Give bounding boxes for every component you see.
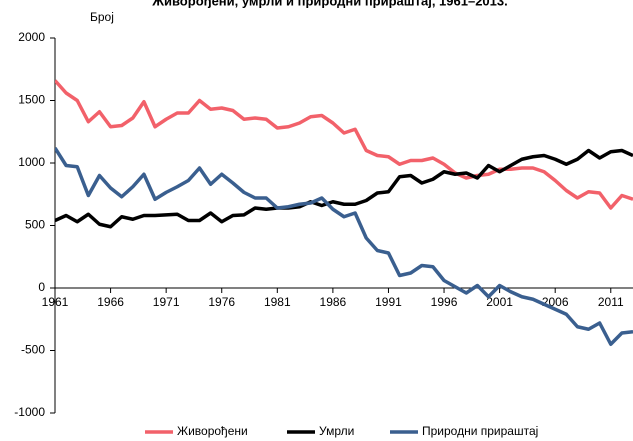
y-tick-label: 0 xyxy=(38,280,45,294)
y-tick-label: 500 xyxy=(25,218,45,232)
legend-label: Живорођени xyxy=(177,424,248,438)
x-tick-label: 1976 xyxy=(208,295,235,309)
x-tick-label: 2006 xyxy=(542,295,569,309)
x-tick-label: 1991 xyxy=(375,295,402,309)
x-tick-label: 2001 xyxy=(486,295,513,309)
line-series xyxy=(55,148,633,229)
x-tick-label: 1996 xyxy=(431,295,458,309)
y-tick-label: 2000 xyxy=(18,30,45,44)
y-tick-label: -500 xyxy=(21,343,45,357)
x-tick-label: 1961 xyxy=(42,295,69,309)
x-tick-label: 1966 xyxy=(97,295,124,309)
y-tick-label: 1500 xyxy=(18,93,45,107)
x-tick-label: 1981 xyxy=(264,295,291,309)
chart-title: Живорођени, умрли и природни прираштај, … xyxy=(151,0,508,8)
y-tick-label: 1000 xyxy=(18,155,45,169)
x-tick-label: 1971 xyxy=(153,295,180,309)
x-tick-label: 1986 xyxy=(320,295,347,309)
x-tick-label: 2011 xyxy=(598,295,624,309)
legend-label: Природни прираштај xyxy=(422,424,538,438)
line-series xyxy=(55,79,633,210)
chart-subtitle: Број xyxy=(90,10,114,24)
legend-label: Умрли xyxy=(319,424,354,438)
line-series xyxy=(55,147,633,346)
y-tick-label: -1000 xyxy=(14,405,45,419)
